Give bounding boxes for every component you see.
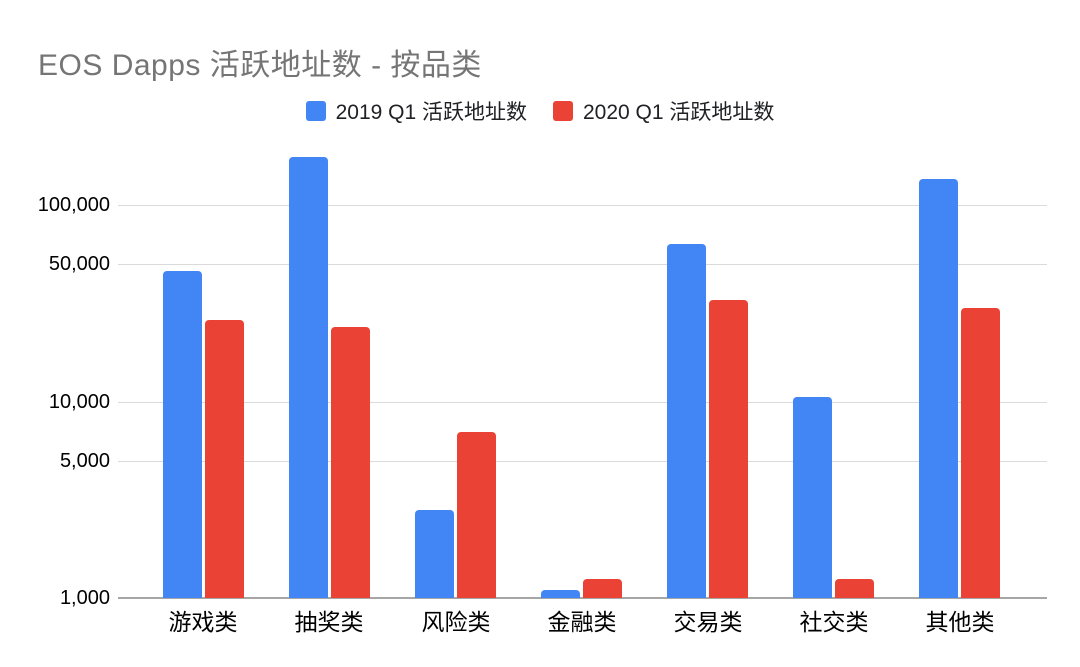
gridline-100000 (118, 205, 1047, 206)
gridline-50000 (118, 264, 1047, 265)
x-axis-category-label-1: 抽奖类 (294, 609, 364, 635)
legend-item-2019-q1[interactable]: 2019 Q1 活跃地址数 (300, 96, 533, 126)
bar-series0-cat6[interactable] (919, 179, 958, 598)
y-axis-tick-label-50000: 50,000 (48, 253, 110, 275)
bar-series1-cat5[interactable] (835, 579, 874, 598)
x-axis-category-label-6: 其他类 (925, 609, 995, 635)
x-axis-category-label-4: 交易类 (673, 609, 743, 635)
y-axis-tick-label-5000: 5,000 (59, 450, 110, 472)
bar-series1-cat1[interactable] (331, 327, 370, 598)
gridline-5000 (118, 461, 1047, 462)
legend: 2019 Q1 活跃地址数 2020 Q1 活跃地址数 (0, 96, 1080, 126)
legend-item-2020-q1[interactable]: 2020 Q1 活跃地址数 (547, 96, 780, 126)
legend-label-2020-q1: 2020 Q1 活跃地址数 (583, 101, 775, 124)
bar-series0-cat1[interactable] (289, 157, 328, 598)
legend-swatch-2019-q1 (305, 101, 326, 121)
bar-series0-cat3[interactable] (541, 590, 580, 598)
bar-series1-cat0[interactable] (205, 320, 244, 598)
y-axis-tick-label-10000: 10,000 (48, 391, 110, 413)
gridline-10000 (118, 402, 1047, 403)
legend-swatch-2020-q1 (553, 101, 573, 121)
bar-series1-cat4[interactable] (709, 300, 748, 598)
bar-series0-cat4[interactable] (667, 244, 706, 598)
y-axis-tick-label-100000: 100,000 (37, 194, 110, 216)
bar-series1-cat3[interactable] (583, 579, 622, 598)
bar-series1-cat6[interactable] (961, 308, 1000, 598)
x-axis-category-label-3: 金融类 (547, 609, 617, 635)
x-axis-category-label-5: 社交类 (799, 609, 869, 635)
x-axis-category-label-0: 游戏类 (168, 609, 238, 635)
legend-label-2019-q1: 2019 Q1 活跃地址数 (335, 101, 527, 124)
bar-series0-cat0[interactable] (163, 271, 202, 598)
chart-title: EOS Dapps 活跃地址数 - 按品类 (38, 49, 482, 82)
x-axis-line (118, 597, 1047, 599)
bar-series0-cat2[interactable] (415, 510, 454, 598)
x-axis-category-label-2: 风险类 (421, 609, 491, 635)
bar-series1-cat2[interactable] (457, 432, 496, 598)
y-axis-tick-label-1000: 1,000 (59, 587, 110, 609)
bar-series0-cat5[interactable] (793, 397, 832, 598)
